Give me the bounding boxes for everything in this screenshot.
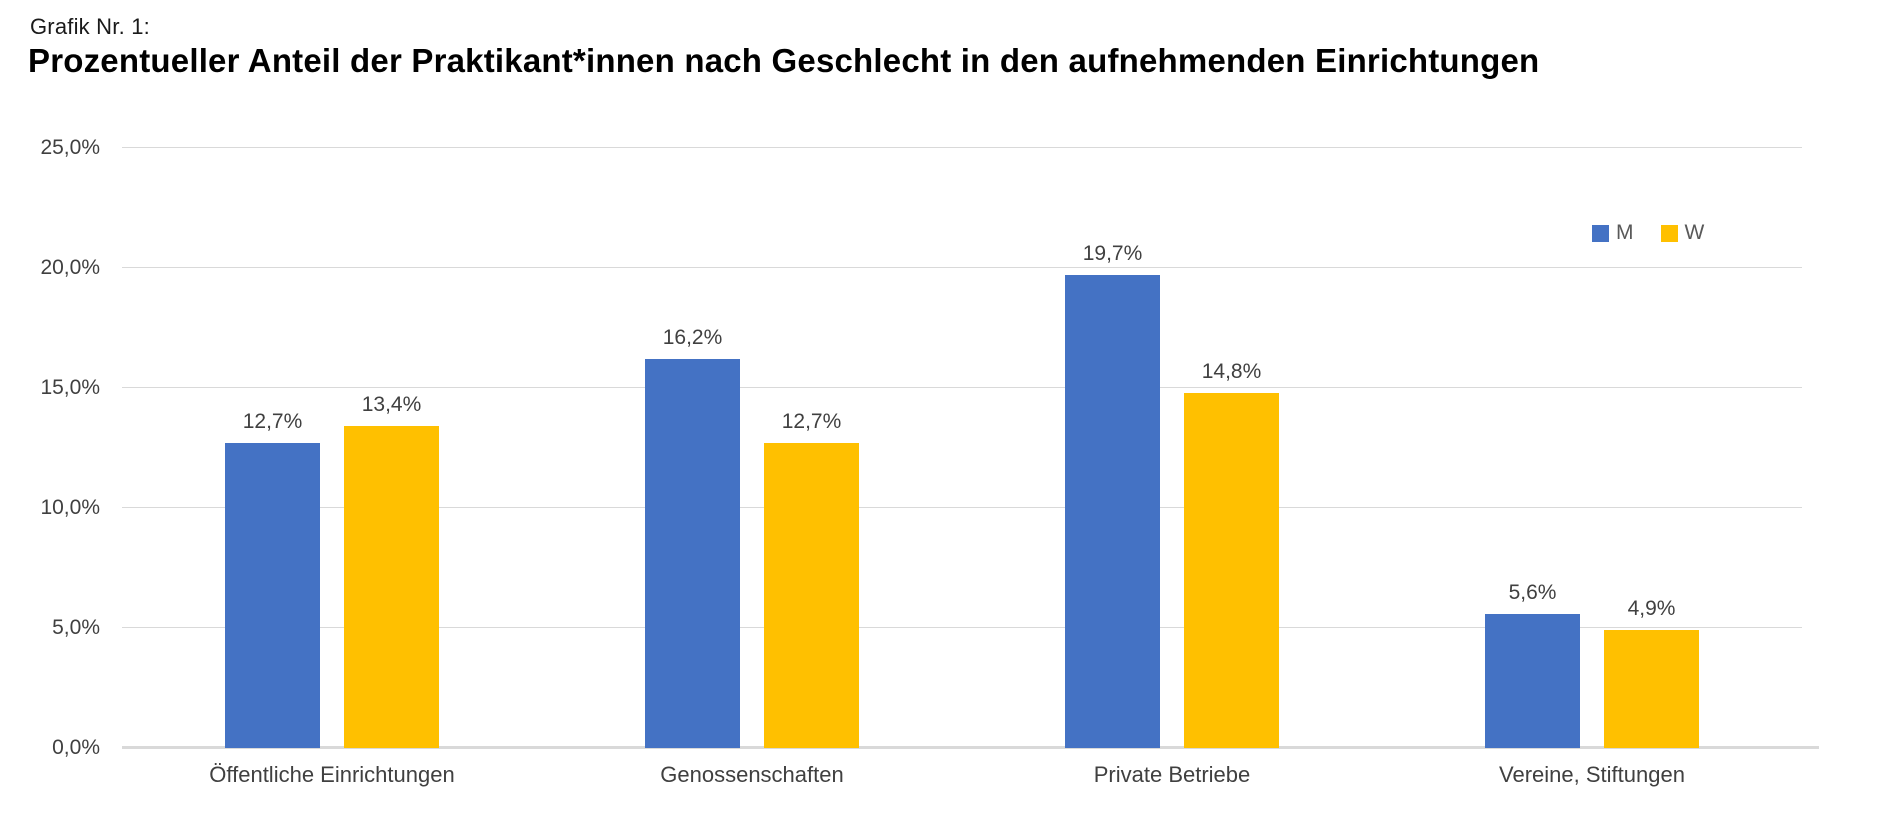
data-label: 16,2% xyxy=(662,326,723,350)
bar-w-2: 12,7% xyxy=(764,410,859,748)
legend-item-m: M xyxy=(1592,221,1634,245)
data-label: 5,6% xyxy=(1508,580,1557,604)
legend-swatch-icon xyxy=(1592,224,1609,242)
y-tick-label: 10,0% xyxy=(40,496,100,519)
bar-w-3: 14,8% xyxy=(1184,360,1279,748)
gridline xyxy=(122,627,1802,628)
gridline xyxy=(122,147,1802,148)
gridline xyxy=(122,387,1802,388)
bar-m-4: 5,6% xyxy=(1485,581,1580,748)
legend-swatch-icon xyxy=(1660,224,1678,242)
y-tick-label: 25,0% xyxy=(40,136,100,159)
category-label: Vereine, Stiftungen xyxy=(1499,762,1685,787)
gridline xyxy=(122,267,1802,268)
legend-item-w: W xyxy=(1660,221,1705,245)
data-label: 14,8% xyxy=(1201,359,1262,383)
x-axis-line xyxy=(122,746,1819,749)
category-label: Private Betriebe xyxy=(1093,762,1251,787)
legend-label: M xyxy=(1616,221,1634,244)
gridline xyxy=(122,507,1802,508)
bar-w-1: 13,4% xyxy=(344,393,439,748)
y-tick-label: 20,0% xyxy=(40,256,100,279)
bar-m-3: 19,7% xyxy=(1065,242,1160,748)
y-tick-label: 15,0% xyxy=(40,376,100,399)
category-label: Genossenschaften xyxy=(660,762,844,787)
page-title: Prozentueller Anteil der Praktikant*inne… xyxy=(28,42,1540,79)
data-label: 19,7% xyxy=(1082,242,1143,266)
bar-chart-plot-area: 12,7% 13,4% 16,2% 12,7% 19,7% 14,8% 5,6% 4,9% xyxy=(122,147,1819,749)
data-label: 12,7% xyxy=(781,410,842,434)
bar-m-1: 12,7% xyxy=(225,410,320,748)
y-tick-label: 5,0% xyxy=(52,616,100,639)
y-tick-label: 0,0% xyxy=(52,736,100,759)
data-label: 13,4% xyxy=(361,393,422,417)
category-label: Öffentliche Einrichtungen xyxy=(209,762,455,787)
bar-w-4: 4,9% xyxy=(1604,597,1699,748)
data-label: 4,9% xyxy=(1627,597,1676,621)
legend-label: W xyxy=(1684,221,1705,244)
chart-pretitle: Grafik Nr. 1: xyxy=(30,14,150,39)
bar-m-2: 16,2% xyxy=(645,326,740,748)
data-label: 12,7% xyxy=(242,410,303,434)
